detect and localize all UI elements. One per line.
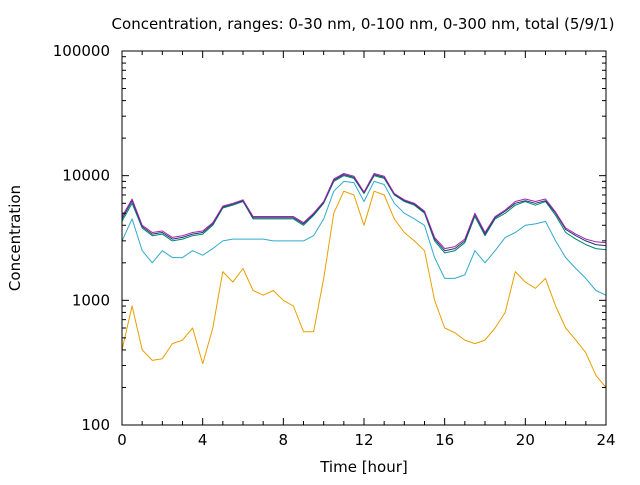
plot-frame bbox=[121, 50, 607, 426]
series-line-4 bbox=[121, 174, 607, 252]
series-line-1 bbox=[121, 190, 607, 388]
tick-layer: 0 4 8 12 16 20 24 100 1000 10000 100000 bbox=[53, 42, 616, 449]
x-tick-label: 16 bbox=[435, 431, 454, 449]
x-tick-label: 20 bbox=[516, 431, 535, 449]
y-tick-label: 100 bbox=[81, 416, 110, 434]
chart-title: Concentration, ranges: 0-30 nm, 0-100 nm… bbox=[112, 15, 615, 33]
x-tick-label: 12 bbox=[354, 431, 373, 449]
y-tick-label: 100000 bbox=[53, 42, 110, 60]
series-line-3 bbox=[121, 175, 607, 254]
x-axis-label: Time [hour] bbox=[319, 458, 408, 476]
series-layer bbox=[121, 173, 607, 388]
y-tick-label: 1000 bbox=[72, 291, 110, 309]
x-tick-label: 24 bbox=[596, 431, 615, 449]
series-line-5 bbox=[121, 173, 607, 250]
y-axis-label: Concentration bbox=[6, 185, 24, 291]
x-tick-label: 4 bbox=[198, 431, 208, 449]
x-tick-label: 8 bbox=[279, 431, 289, 449]
x-tick-label: 0 bbox=[117, 431, 127, 449]
series-line-2 bbox=[121, 180, 607, 296]
y-tick-label: 10000 bbox=[62, 167, 110, 185]
